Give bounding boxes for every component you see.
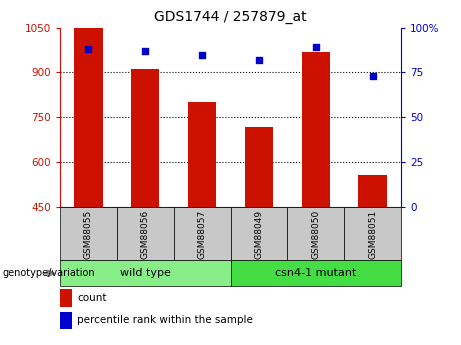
Bar [60,289,72,306]
Text: csn4-1 mutant: csn4-1 mutant [275,268,356,278]
Text: GSM88049: GSM88049 [254,210,263,259]
Text: GSM88057: GSM88057 [198,210,207,259]
Bar [344,207,401,260]
Bar [188,102,216,207]
Point [255,57,263,63]
Point [369,73,376,79]
Bar [60,312,72,329]
Bar [230,207,287,260]
Bar [301,51,330,207]
Text: GSM88051: GSM88051 [368,210,377,259]
Text: GSM88055: GSM88055 [84,210,93,259]
Text: percentile rank within the sample: percentile rank within the sample [77,315,253,325]
Text: wild type: wild type [120,268,171,278]
Point [142,48,149,54]
Text: GSM88050: GSM88050 [311,210,320,259]
Bar [358,175,387,207]
Text: genotype/variation: genotype/variation [2,268,95,278]
Text: count: count [77,293,106,303]
Title: GDS1744 / 257879_at: GDS1744 / 257879_at [154,10,307,24]
Bar [245,127,273,207]
Point [198,52,206,57]
Text: GSM88056: GSM88056 [141,210,150,259]
Bar [74,29,102,207]
Point [85,46,92,52]
Bar [287,207,344,260]
Bar [60,207,117,260]
Bar [230,260,401,286]
Bar [117,207,174,260]
Bar [174,207,230,260]
Bar [60,260,230,286]
Point [312,45,319,50]
Bar [131,69,160,207]
